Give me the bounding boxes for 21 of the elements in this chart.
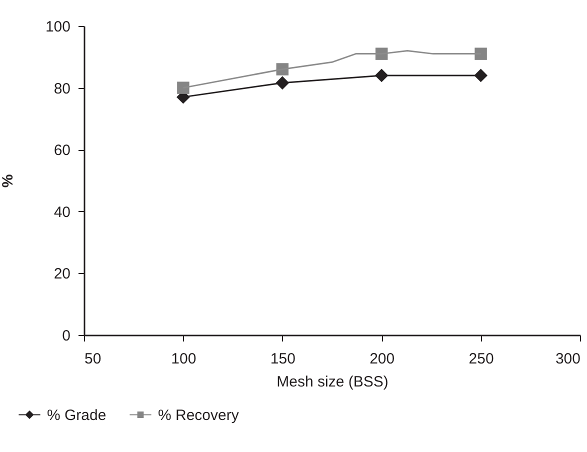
point [474,48,487,60]
point [177,82,190,94]
point [276,76,290,90]
x-axis-title: Mesh size (BSS) [276,374,388,390]
y-tick-label: 100 [45,18,70,36]
x-tick-label: 150 [270,350,296,368]
x-tick-label: 300 [555,350,580,368]
y-tick-label: 0 [62,328,70,344]
y-axis-title: % [0,174,16,188]
x-tick-label: 250 [468,350,494,368]
y-tick-label: 60 [54,142,70,160]
y-tick-label: 20 [54,266,70,283]
legend-label: % Grade [47,406,106,424]
legend-label: % Recovery [158,406,240,424]
y-tick-label: 40 [54,204,70,221]
x-tick-label: 100 [171,350,196,368]
x-tick-label: 50 [84,350,102,368]
x-tick-label: 200 [370,350,395,368]
y-tick-label: 80 [54,80,70,98]
point [374,68,388,82]
point [474,68,488,82]
